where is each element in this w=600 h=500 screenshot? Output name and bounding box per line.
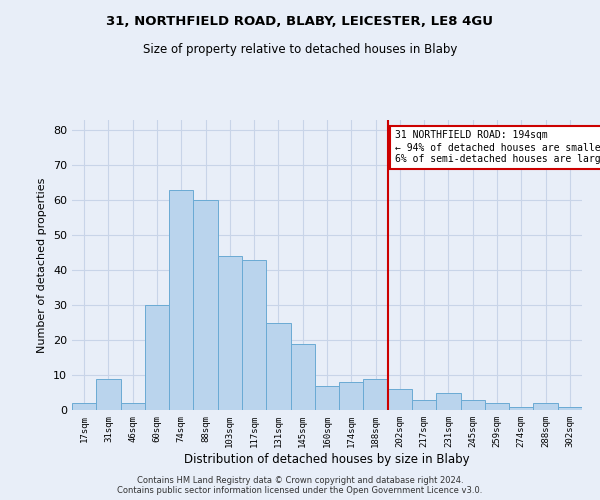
Y-axis label: Number of detached properties: Number of detached properties — [37, 178, 47, 352]
Bar — [315, 386, 339, 410]
Bar — [461, 400, 485, 410]
Bar — [339, 382, 364, 410]
Bar — [72, 403, 96, 410]
Text: Contains HM Land Registry data © Crown copyright and database right 2024.
Contai: Contains HM Land Registry data © Crown c… — [118, 476, 482, 495]
Bar — [218, 256, 242, 410]
Bar — [169, 190, 193, 410]
Bar — [193, 200, 218, 410]
Bar — [242, 260, 266, 410]
Bar — [485, 403, 509, 410]
Bar — [145, 305, 169, 410]
Text: 31, NORTHFIELD ROAD, BLABY, LEICESTER, LE8 4GU: 31, NORTHFIELD ROAD, BLABY, LEICESTER, L… — [107, 15, 493, 28]
Text: 31 NORTHFIELD ROAD: 194sqm
← 94% of detached houses are smaller (315)
6% of semi: 31 NORTHFIELD ROAD: 194sqm ← 94% of deta… — [395, 130, 600, 164]
Bar — [412, 400, 436, 410]
Bar — [364, 378, 388, 410]
Bar — [96, 378, 121, 410]
Bar — [388, 389, 412, 410]
Bar — [509, 406, 533, 410]
Bar — [533, 403, 558, 410]
Bar — [121, 403, 145, 410]
Text: Size of property relative to detached houses in Blaby: Size of property relative to detached ho… — [143, 42, 457, 56]
Bar — [290, 344, 315, 410]
Bar — [436, 392, 461, 410]
Bar — [266, 322, 290, 410]
X-axis label: Distribution of detached houses by size in Blaby: Distribution of detached houses by size … — [184, 452, 470, 466]
Bar — [558, 406, 582, 410]
